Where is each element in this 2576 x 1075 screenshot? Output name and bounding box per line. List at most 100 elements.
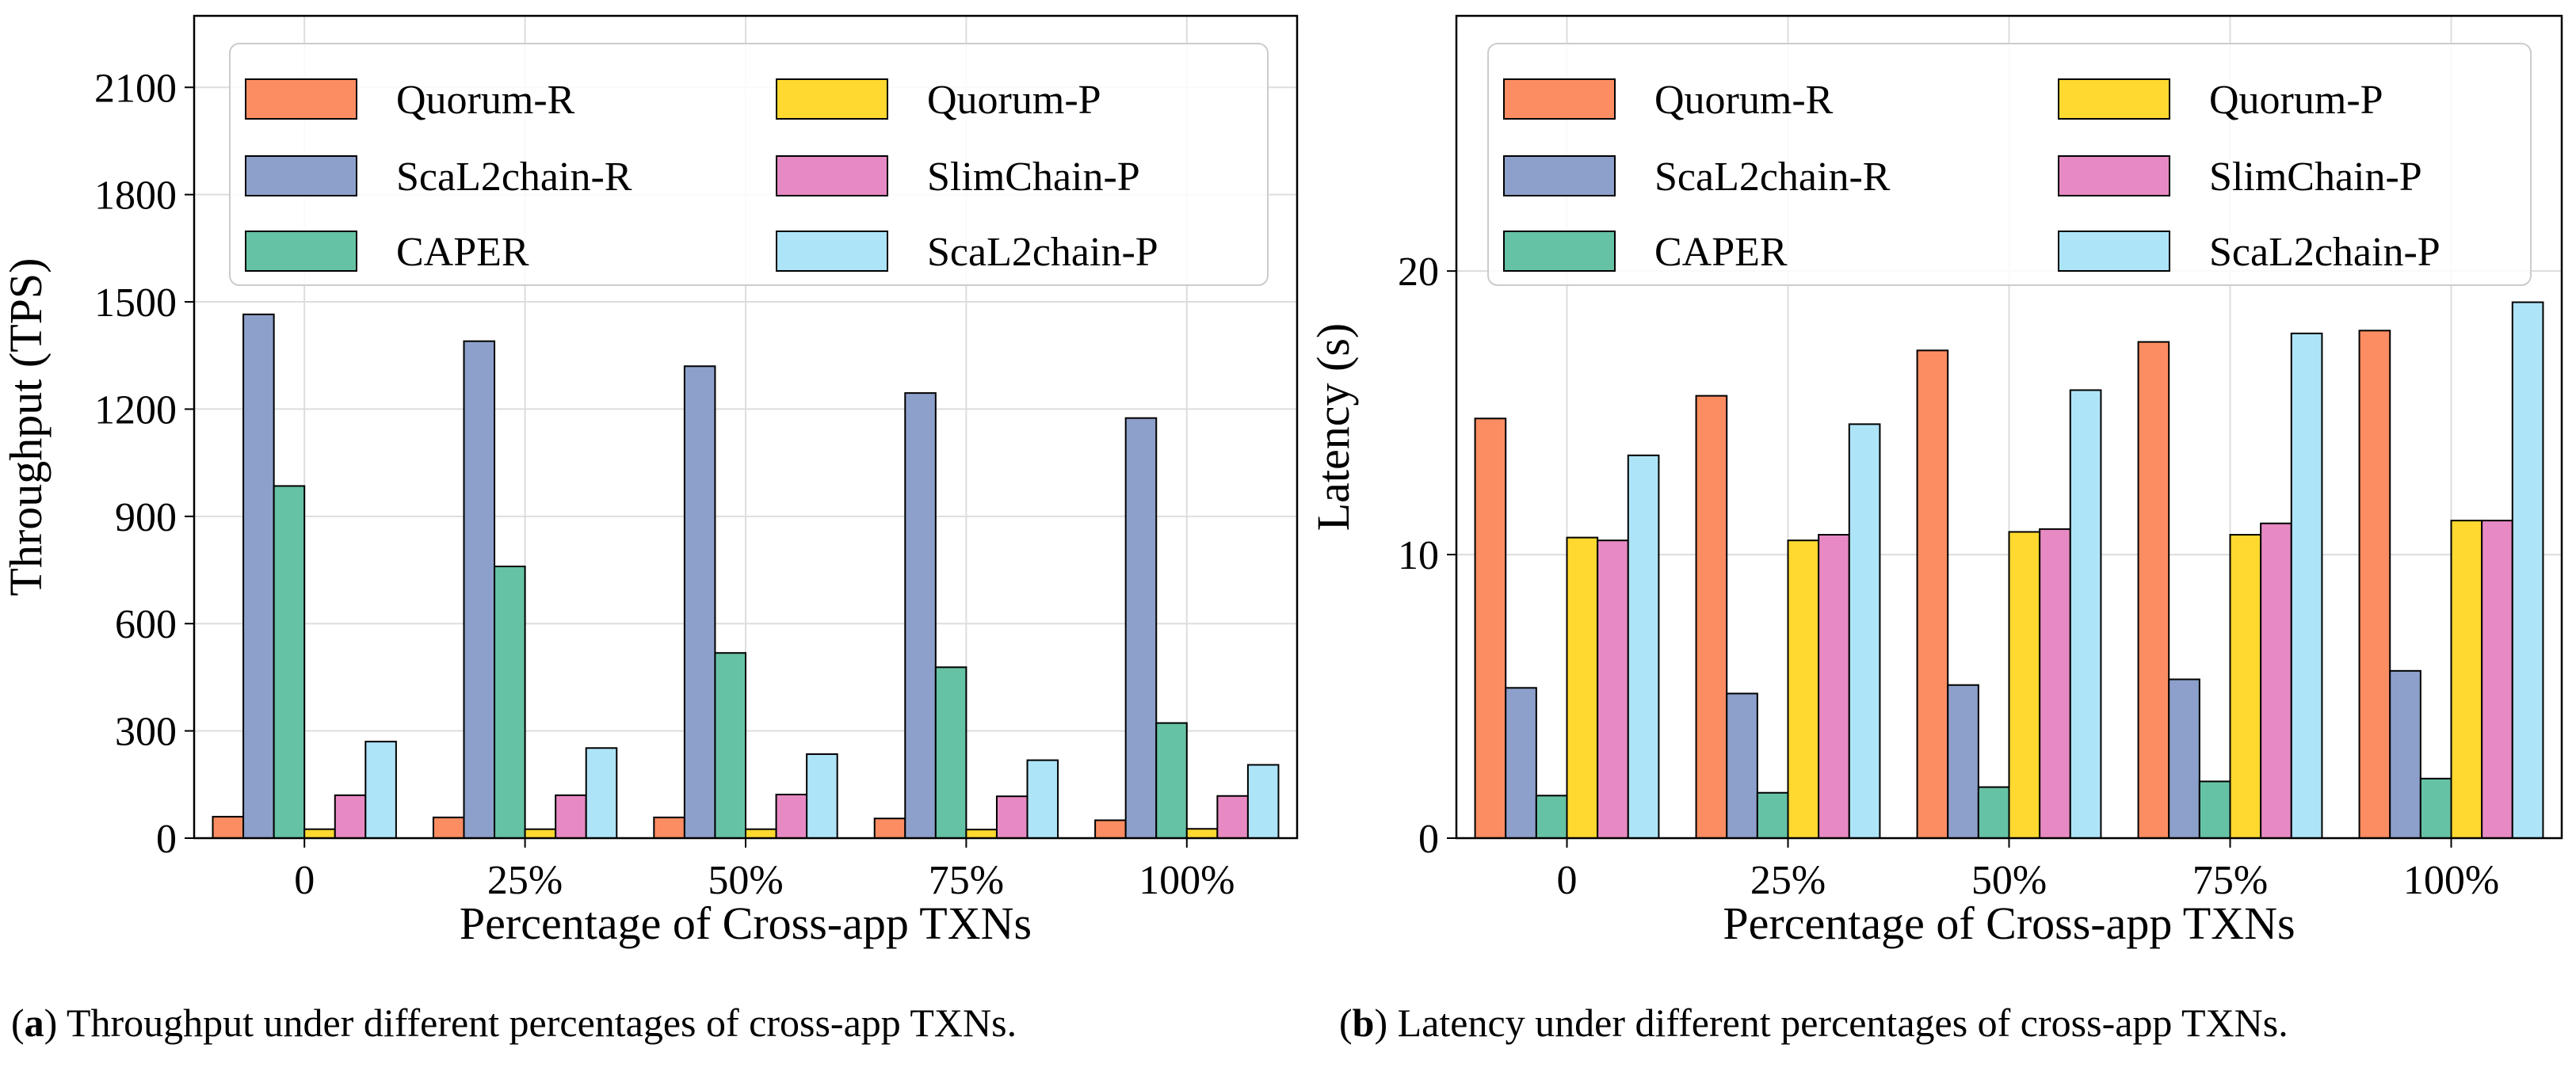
legend-swatch (776, 231, 888, 272)
bar-quorum-p (965, 829, 998, 840)
x-tick-label: 75% (929, 858, 1004, 903)
bar-quorum-r (1916, 349, 1949, 839)
legend-box (1487, 43, 2532, 286)
bar-caper (1756, 791, 1789, 839)
bar-slimchain-p (334, 794, 367, 840)
y-tick-label: 1200 (94, 387, 177, 433)
x-tick-label: 25% (1750, 858, 1826, 903)
legend-label: Quorum-P (927, 78, 1101, 123)
bar-quorum-r (653, 816, 685, 839)
legend-label: ScaL2chain-P (2209, 230, 2441, 275)
bar-quorum-p (2008, 531, 2041, 840)
bar-scal2chain-r (1947, 684, 1979, 839)
legend-label: ScaL2chain-R (396, 154, 632, 200)
y-axis-label: Latency (s) (1307, 323, 1359, 531)
legend-label: CAPER (396, 230, 529, 275)
bar-scal2chain-r (2168, 678, 2200, 839)
bar-caper (934, 666, 967, 840)
bar-slimchain-p (775, 793, 808, 839)
bar-scal2chain-p (585, 747, 618, 839)
y-tick-label: 900 (115, 495, 177, 540)
y-tick-label: 300 (115, 710, 177, 755)
bar-slimchain-p (1597, 539, 1629, 839)
bar-quorum-p (1787, 539, 1820, 839)
bar-scal2chain-p (1246, 764, 1280, 839)
bar-scal2chain-r (242, 313, 275, 840)
plot-frame (1455, 14, 2563, 840)
bar-scal2chain-r (2389, 669, 2421, 839)
legend-label: Quorum-P (2209, 78, 2383, 123)
legend-swatch (2058, 78, 2170, 120)
bar-quorum-r (432, 816, 465, 839)
bar-scal2chain-p (1848, 423, 1881, 839)
y-tick-label: 2100 (94, 66, 177, 111)
bar-scal2chain-p (2069, 389, 2102, 839)
latency-chart: 0 10 20 0 25% 50% 75% 100% Percentage of Cross-a… (1307, 14, 2563, 949)
legend-swatch (2058, 231, 2170, 272)
bar-scal2chain-p (364, 741, 397, 839)
bar-quorum-r (873, 818, 906, 839)
y-tick-label: 1800 (94, 173, 177, 219)
y-tick-label: 1500 (94, 280, 177, 326)
bar-scal2chain-r (683, 365, 716, 839)
bar-scal2chain-r (1124, 417, 1158, 839)
bar-quorum-r (1094, 819, 1127, 840)
bar-quorum-r (1695, 395, 1728, 840)
bar-quorum-r (212, 815, 245, 840)
legend-label: ScaL2chain-R (1654, 154, 1891, 200)
bar-slimchain-p (2260, 522, 2292, 839)
bar-quorum-p (303, 828, 336, 840)
legend-label: SlimChain-P (927, 154, 1140, 200)
legend-swatch (776, 155, 888, 196)
bar-scal2chain-p (1026, 759, 1059, 840)
legend-label: ScaL2chain-P (927, 230, 1158, 275)
bar-scal2chain-p (2290, 332, 2323, 839)
bar-caper (494, 566, 526, 839)
plot-frame (193, 14, 1299, 840)
legend-label: Quorum-R (396, 78, 575, 123)
y-tick-label: 0 (156, 817, 177, 862)
bar-scal2chain-p (1627, 454, 1660, 839)
bar-scal2chain-p (2511, 301, 2544, 840)
bar-quorum-r (1474, 417, 1507, 839)
x-tick-label: 25% (487, 858, 563, 903)
bar-quorum-p (2450, 520, 2483, 839)
bar-quorum-p (2229, 534, 2262, 839)
y-tick-label: 0 (1418, 817, 1439, 862)
bar-caper (1535, 795, 1568, 840)
legend-label: CAPER (1654, 230, 1788, 275)
x-axis-label: Percentage of Cross-app TXNs (1723, 898, 2295, 949)
legend-swatch (245, 155, 357, 196)
bar-quorum-p (1566, 536, 1599, 839)
legend-swatch (2058, 155, 2170, 196)
bar-caper (714, 652, 746, 840)
legend-swatch (245, 78, 357, 120)
bar-slimchain-p (995, 795, 1028, 839)
y-tick-label: 20 (1398, 250, 1439, 295)
bar-scal2chain-r (463, 340, 496, 839)
bar-caper (273, 485, 306, 839)
bar-quorum-p (524, 828, 557, 840)
bar-slimchain-p (555, 794, 587, 840)
y-tick-label: 600 (115, 602, 177, 647)
legend-label: SlimChain-P (2209, 154, 2422, 200)
bar-quorum-r (2137, 341, 2170, 840)
y-tick-label: 10 (1398, 533, 1439, 578)
x-tick-label: 50% (708, 858, 783, 903)
throughput-chart: 0 300 600 900 1200 1500 1800 2100 0 25% 50% 75% 100%… (0, 14, 1299, 949)
bar-scal2chain-r (904, 392, 937, 839)
bar-quorum-p (745, 828, 777, 840)
legend-swatch (1503, 231, 1616, 272)
x-tick-label: 100% (2403, 858, 2499, 903)
legend-box (229, 43, 1269, 286)
legend-swatch (776, 78, 888, 120)
y-axis-label: Throughput (TPS) (0, 258, 52, 597)
bar-quorum-r (2358, 330, 2391, 839)
caption-a: (a) Throughput under different percentag… (11, 1001, 1017, 1045)
bar-scal2chain-p (806, 753, 838, 839)
bar-scal2chain-r (1505, 687, 1537, 840)
x-tick-label: 0 (294, 858, 315, 903)
bar-scal2chain-r (1726, 692, 1758, 840)
legend-label: Quorum-R (1654, 78, 1834, 123)
